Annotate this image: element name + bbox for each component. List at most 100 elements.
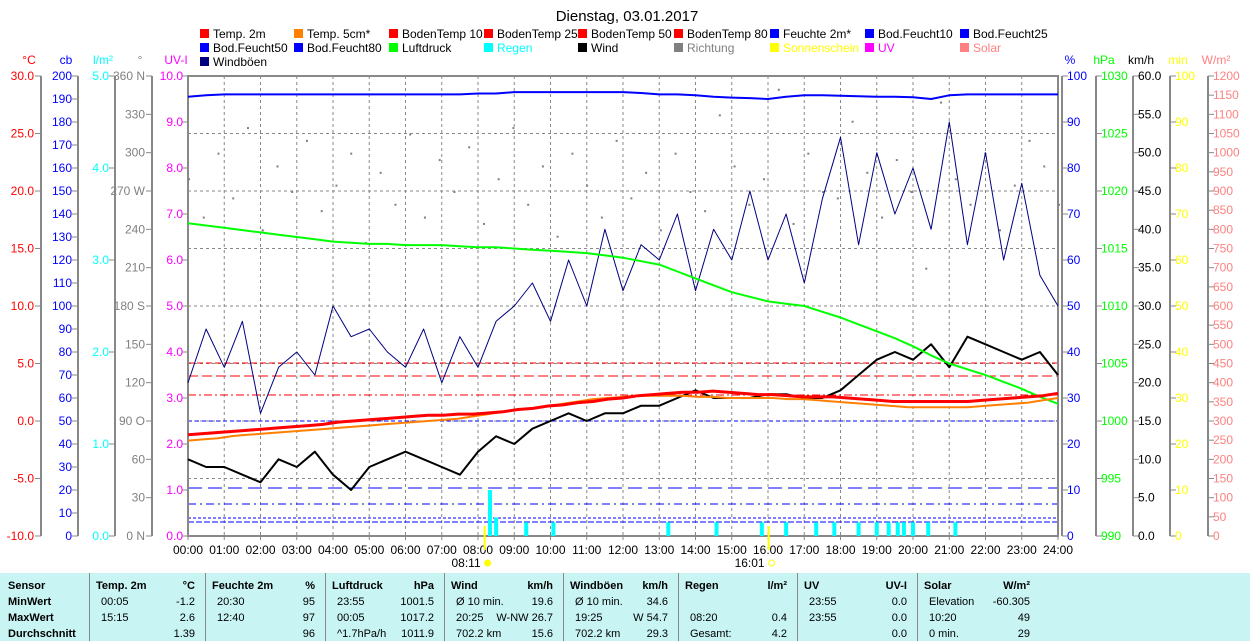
axis-tick-label: 210	[125, 261, 145, 275]
legend-item[interactable]: Richtung	[674, 41, 734, 55]
wind-direction-dot	[689, 191, 692, 193]
axis-tick-label: 5.0	[1138, 491, 1155, 505]
legend-item[interactable]: Feuchte 2m*	[770, 27, 851, 41]
axis-tick-label: 15.0	[1138, 414, 1162, 428]
wind-direction-dot	[600, 216, 603, 219]
legend-item[interactable]: Temp. 5cm*	[294, 27, 371, 41]
stats-cell: 1.39	[173, 628, 195, 640]
axis-tick-label: 40	[1175, 345, 1189, 359]
rain-bar	[666, 522, 671, 536]
legend-item[interactable]: Solar	[960, 41, 1001, 55]
legend-item[interactable]: Sonnenschein	[770, 41, 859, 55]
wind-direction-dot	[999, 229, 1002, 232]
axis-tick-label: 80	[1067, 161, 1081, 175]
x-tick-label: 08:00	[463, 543, 493, 557]
axis-tick-label: 70	[59, 368, 73, 382]
axis-tick-label: 80	[1175, 161, 1189, 175]
axis-tick-label: 0	[1213, 529, 1220, 543]
legend-label: Temp. 2m	[213, 27, 266, 41]
stats-cell: %	[305, 580, 315, 592]
axis-tick-label: 30	[1175, 391, 1189, 405]
rain-bar	[832, 522, 837, 536]
axis-tick-label: 1030	[1101, 69, 1128, 83]
axis-tick-label: 180 S	[114, 299, 145, 313]
axis-tick-label: 360 N	[113, 69, 145, 83]
axis-tick-label: 550	[1213, 318, 1233, 332]
axis-tick-label: 850	[1213, 203, 1233, 217]
legend-swatch	[294, 29, 303, 38]
axis-tick-label: 3.0	[166, 391, 183, 405]
wind-direction-dot	[674, 152, 677, 155]
series-feuchte-2m-	[187, 91, 1058, 100]
axis-tick-label: 120	[52, 253, 72, 267]
legend-item[interactable]: Bod.Feucht80	[294, 41, 382, 55]
legend-item[interactable]: BodenTemp 10	[389, 27, 483, 41]
axis-tick-label: 990	[1101, 529, 1121, 543]
legend-label: UV	[878, 41, 895, 55]
axis-unit: hPa	[1093, 53, 1115, 67]
axis-tick-label: 180	[52, 115, 72, 129]
axis-tick-label: 2.0	[92, 345, 109, 359]
axis-tick-label: 55.0	[1138, 107, 1162, 121]
legend-label: Luftdruck	[402, 41, 452, 55]
stats-cell: 0.4	[771, 612, 787, 624]
axis-tick-label: 700	[1213, 261, 1233, 275]
axis-tick-label: 1100	[1213, 107, 1239, 121]
axis-tick-label: 200	[1213, 452, 1233, 466]
stats-cell: Durchschnitt	[8, 628, 76, 640]
stats-cell: 20:25	[456, 612, 484, 624]
axis-tick-label: 90	[1067, 115, 1081, 129]
axis-tick-label: 140	[52, 207, 72, 221]
stats-cell: UV-I	[885, 580, 907, 592]
axis-tick-label: 110	[53, 276, 72, 290]
legend-item[interactable]: BodenTemp 80	[674, 27, 768, 41]
legend-swatch	[960, 29, 969, 38]
legend-item[interactable]: Wind	[578, 41, 618, 55]
legend-swatch	[389, 29, 398, 38]
stats-cell: MinWert	[8, 596, 52, 608]
axis-cb: cb20019018017016015014013012011010090807…	[52, 53, 79, 543]
legend-item[interactable]: Regen	[484, 41, 532, 55]
x-tick-label: 15:00	[717, 543, 747, 557]
wind-direction-dot	[866, 171, 869, 174]
wind-direction-dot	[438, 159, 441, 162]
axis-tick-label: 350	[1213, 395, 1233, 409]
statistics-table: Sensor MinWert MaxWert Durchschnitt Temp. 2m…	[0, 573, 1250, 641]
legend-item[interactable]: BodenTemp 50	[578, 27, 672, 41]
axis-tick-label: 2.0	[166, 437, 183, 451]
wind-direction-dot	[512, 127, 515, 130]
stats-cell: 15:15	[101, 612, 129, 624]
rain-bar	[953, 522, 958, 536]
axis-tick-label: 1010	[1101, 299, 1128, 313]
stats-cell: -1.2	[176, 596, 195, 608]
legend-item[interactable]: Temp. 2m	[200, 27, 266, 41]
wind-direction-dot	[556, 235, 559, 238]
x-tick-label: 23:00	[1007, 543, 1037, 557]
legend-item[interactable]: Bod.Feucht10	[865, 27, 953, 41]
x-tick-label: 20:00	[898, 543, 928, 557]
legend-item[interactable]: Bod.Feucht50	[200, 41, 288, 55]
axis-tick-label: 100	[1175, 69, 1195, 83]
wind-direction-dot	[541, 165, 544, 168]
wind-direction-dot	[305, 139, 308, 142]
legend-item[interactable]: UV	[865, 41, 895, 55]
series-temp-2m	[187, 389, 1059, 437]
stats-cell: Regen	[685, 580, 719, 592]
legend-item[interactable]: Windböen	[200, 55, 267, 69]
axis-tick-label: 950	[1213, 165, 1233, 179]
axis-unit: °C	[22, 53, 36, 67]
legend-swatch	[770, 43, 779, 52]
legend-item[interactable]: Luftdruck	[389, 41, 452, 55]
axis-tick-label: 100	[1067, 69, 1087, 83]
legend-item[interactable]: BodenTemp 25	[484, 27, 578, 41]
stats-cell: 00:05	[337, 612, 365, 624]
stats-cell: 0.0	[891, 596, 907, 608]
axis-tick-label: 150	[52, 184, 72, 198]
axis-tick-label: 90	[1175, 115, 1189, 129]
legend-item[interactable]: Bod.Feucht25	[960, 27, 1048, 41]
axis-unit: W/m²	[1202, 53, 1231, 67]
stats-cell: UV	[804, 580, 820, 592]
axis-temp: °C 30.0 25.0 20.0 15.0 10.0 5.0 0.0 -5.0 -10.0	[7, 53, 42, 543]
axis-tick-label: 1200	[1213, 69, 1240, 83]
legend-label: Solar	[973, 41, 1001, 55]
